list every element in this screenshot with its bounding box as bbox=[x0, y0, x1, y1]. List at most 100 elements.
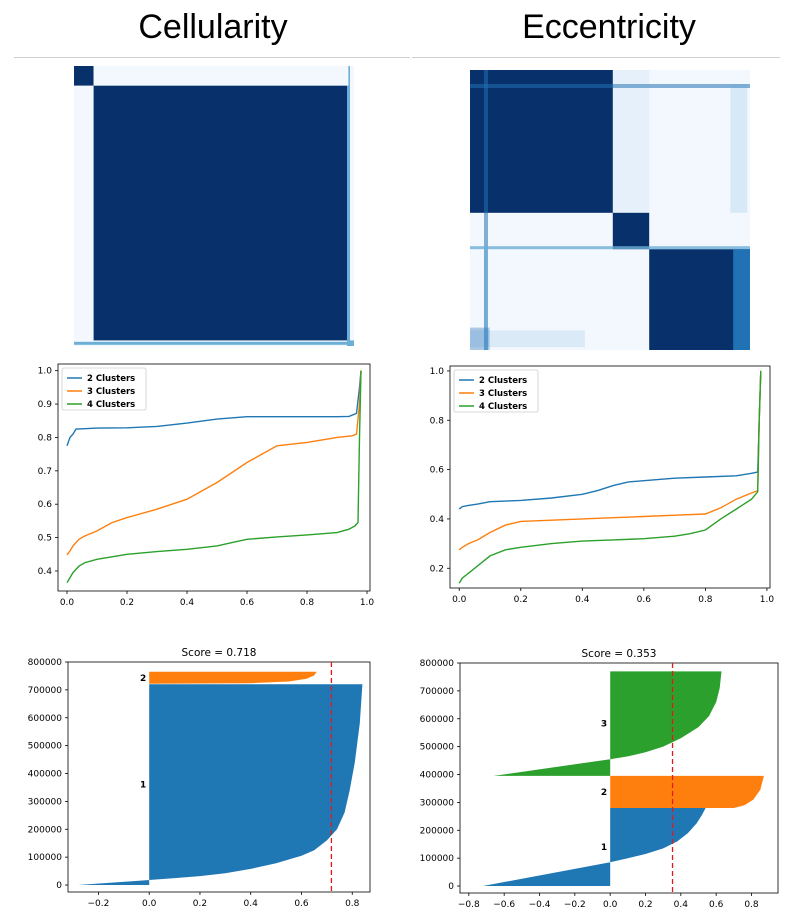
y-tick-label: 0.8 bbox=[38, 433, 53, 443]
x-tick-label: 0.0 bbox=[142, 899, 157, 909]
x-tick-label: 0.2 bbox=[193, 899, 207, 909]
y-tick-label: 600000 bbox=[28, 714, 63, 724]
eccentricity-silhouette-plot: Score = 0.353 1 2 3 −0.8 −0.6 −0.4 −0.2 0.0 0.2 0.… bbox=[420, 648, 779, 910]
legend-box bbox=[453, 369, 539, 413]
y-tick-label: 500000 bbox=[420, 743, 455, 753]
legend-label: 4 Clusters bbox=[87, 400, 135, 410]
y-tick-label: 0.6 bbox=[38, 500, 53, 510]
heatmap-band bbox=[484, 249, 487, 350]
x-tick-label: 0.6 bbox=[637, 595, 652, 605]
y-tick-label: 200000 bbox=[28, 825, 63, 835]
x-tick-label: 0.4 bbox=[674, 900, 689, 910]
eccentricity-consensus-heatmap bbox=[470, 70, 750, 350]
x-tick-label: 0.0 bbox=[60, 598, 75, 608]
y-tick-label: 100000 bbox=[420, 854, 455, 864]
x-tick-label: 0.6 bbox=[240, 598, 255, 608]
cellularity-silhouette-plot: Score = 0.718 1 2 −0.2 0.0 0.2 0.4 0.6 0.8 0 10000… bbox=[28, 647, 371, 909]
silhouette-cluster bbox=[610, 775, 764, 808]
x-tick-label: 0.4 bbox=[180, 598, 195, 608]
x-tick-label: −0.6 bbox=[493, 900, 515, 910]
y-tick-label: 600000 bbox=[420, 715, 455, 725]
heatmap-band bbox=[733, 249, 750, 350]
y-tick-label: 400000 bbox=[28, 770, 63, 780]
silhouette-cluster bbox=[483, 808, 706, 886]
y-tick-label: 400000 bbox=[420, 771, 455, 781]
legend-label: 3 Clusters bbox=[87, 387, 135, 397]
series-line bbox=[66, 370, 362, 584]
x-tick-label: 0.2 bbox=[120, 598, 134, 608]
legend-label: 3 Clusters bbox=[479, 389, 527, 399]
silhouette-cluster bbox=[149, 671, 317, 684]
x-tick-label: 0.8 bbox=[345, 899, 360, 909]
title-divider-right bbox=[412, 57, 780, 58]
heatmap-band bbox=[484, 70, 488, 350]
y-tick-label: 0.4 bbox=[430, 515, 445, 525]
x-tick-label: −0.8 bbox=[458, 900, 480, 910]
silhouette-cluster bbox=[493, 671, 722, 776]
legend-label: 2 Clusters bbox=[479, 376, 527, 386]
x-tick-label: 1.0 bbox=[360, 598, 375, 608]
cluster-label: 3 bbox=[601, 720, 607, 730]
y-tick-label: 300000 bbox=[28, 797, 63, 807]
y-tick-label: 700000 bbox=[28, 686, 63, 696]
heatmap-block bbox=[470, 70, 613, 213]
series-line bbox=[458, 370, 762, 551]
plot-title: Score = 0.353 bbox=[582, 648, 657, 660]
heatmap-block bbox=[74, 66, 94, 86]
y-tick-label: 0.8 bbox=[430, 416, 445, 426]
heatmap-band bbox=[470, 246, 750, 250]
x-tick-label: 0.4 bbox=[575, 595, 590, 605]
cluster-label: 1 bbox=[601, 843, 607, 853]
x-tick-label: 0.0 bbox=[452, 595, 467, 605]
x-tick-label: 0.8 bbox=[744, 900, 759, 910]
y-tick-label: 1.0 bbox=[430, 367, 445, 377]
x-tick-label: 1.0 bbox=[760, 595, 775, 605]
series-line bbox=[458, 370, 762, 584]
plot-title: Score = 0.718 bbox=[182, 647, 257, 659]
y-tick-label: 100000 bbox=[28, 853, 63, 863]
eccentricity-title: Eccentricity bbox=[522, 8, 696, 46]
x-tick-label: 0.8 bbox=[698, 595, 713, 605]
x-tick-label: 0.0 bbox=[603, 900, 618, 910]
cluster-label: 2 bbox=[601, 788, 607, 798]
y-tick-label: 0 bbox=[448, 882, 454, 892]
heatmap-band bbox=[470, 330, 585, 348]
legend-label: 2 Clusters bbox=[87, 374, 135, 384]
y-tick-label: 800000 bbox=[420, 659, 455, 669]
heatmap-band bbox=[730, 84, 748, 213]
y-tick-label: 0.9 bbox=[38, 400, 53, 410]
heatmap-band bbox=[470, 327, 490, 350]
y-tick-label: 700000 bbox=[420, 687, 455, 697]
y-tick-label: 0.6 bbox=[430, 466, 445, 476]
y-tick-label: 0.4 bbox=[38, 567, 53, 577]
x-tick-label: 0.2 bbox=[514, 595, 528, 605]
heatmap-band bbox=[93, 66, 349, 86]
y-tick-label: 1.0 bbox=[38, 367, 53, 377]
heatmap-band bbox=[612, 70, 650, 213]
eccentricity-cdf-plot: 0.0 0.2 0.4 0.6 0.8 1.0 0.2 0.4 0.6 0.8 1.0 2 Clust… bbox=[430, 365, 775, 605]
cluster-label: 1 bbox=[140, 781, 146, 791]
legend-label: 4 Clusters bbox=[479, 402, 527, 412]
heatmap-band bbox=[347, 66, 350, 346]
x-tick-label: 0.8 bbox=[300, 598, 315, 608]
y-tick-label: 0.2 bbox=[430, 564, 444, 574]
y-tick-label: 0.7 bbox=[38, 467, 52, 477]
y-tick-label: 0.5 bbox=[38, 534, 52, 544]
heatmap-band bbox=[470, 84, 750, 88]
title-divider-left bbox=[14, 57, 410, 58]
y-tick-label: 500000 bbox=[28, 742, 63, 752]
heatmap-block bbox=[612, 212, 650, 250]
x-tick-label: 0.6 bbox=[294, 899, 309, 909]
heatmap-band bbox=[74, 341, 354, 345]
cluster-label: 2 bbox=[140, 674, 146, 684]
y-tick-label: 0 bbox=[56, 881, 62, 891]
cellularity-cdf-plot: 0.0 0.2 0.4 0.6 0.8 1.0 0.4 0.5 0.6 0.7 0.8 0.9 1.0 2… bbox=[38, 363, 375, 608]
silhouette-cluster bbox=[78, 684, 363, 885]
x-tick-label: −0.2 bbox=[88, 899, 110, 909]
y-tick-label: 200000 bbox=[420, 826, 455, 836]
cellularity-consensus-heatmap bbox=[74, 66, 354, 346]
x-tick-label: 0.2 bbox=[638, 900, 652, 910]
legend-box bbox=[61, 367, 147, 411]
x-tick-label: −0.4 bbox=[529, 900, 551, 910]
y-tick-label: 300000 bbox=[420, 798, 455, 808]
